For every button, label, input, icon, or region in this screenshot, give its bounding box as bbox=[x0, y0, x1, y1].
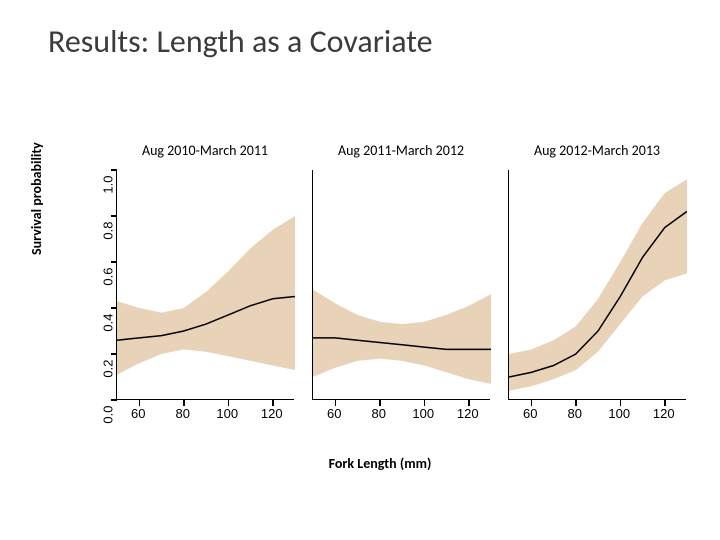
confidence-band bbox=[117, 216, 295, 375]
plot-svg bbox=[117, 170, 295, 400]
x-tick-label: 80 bbox=[176, 406, 190, 421]
plot-svg bbox=[313, 170, 491, 400]
y-tick-label: 0.8 bbox=[101, 222, 116, 240]
confidence-band bbox=[509, 179, 687, 391]
plot-region bbox=[312, 170, 490, 400]
panel: Aug 2011-March 20126080100120 bbox=[312, 170, 490, 400]
x-tick-label: 60 bbox=[327, 406, 341, 421]
x-tick-label: 100 bbox=[412, 406, 434, 421]
y-tick-label: 0.2 bbox=[101, 360, 116, 378]
x-tick-label: 100 bbox=[608, 406, 630, 421]
chart-area: Survival probability Fork Length (mm) 0.… bbox=[70, 140, 690, 460]
x-tick-label: 120 bbox=[261, 406, 283, 421]
x-axis-label: Fork Length (mm) bbox=[280, 455, 480, 472]
confidence-band bbox=[313, 290, 491, 384]
panel: Aug 2010-March 20116080100120 bbox=[116, 170, 294, 400]
panel-row: Aug 2010-March 20116080100120Aug 2011-Ma… bbox=[116, 170, 686, 400]
panel: Aug 2012-March 20136080100120 bbox=[508, 170, 686, 400]
x-tick-row: 60 80 100 120 bbox=[116, 406, 294, 426]
plot-svg bbox=[509, 170, 687, 400]
x-tick-label: 80 bbox=[568, 406, 582, 421]
y-tick-label: 0.0 bbox=[101, 406, 116, 424]
y-tick-label: 1.0 bbox=[101, 176, 116, 194]
y-tick-label: 0.4 bbox=[101, 314, 116, 332]
x-tick-label: 100 bbox=[216, 406, 238, 421]
panel-title: Aug 2011-March 2012 bbox=[312, 142, 490, 159]
slide-title: Results: Length as a Covariate bbox=[48, 22, 433, 61]
plot-region bbox=[116, 170, 294, 400]
x-tick-label: 60 bbox=[131, 406, 145, 421]
x-tick-label: 120 bbox=[653, 406, 675, 421]
x-tick-label: 120 bbox=[457, 406, 479, 421]
x-tick-row: 60 80 100 120 bbox=[312, 406, 490, 426]
x-tick-label: 80 bbox=[372, 406, 386, 421]
x-tick-label: 60 bbox=[523, 406, 537, 421]
x-tick-row: 60 80 100 120 bbox=[508, 406, 686, 426]
y-tick-container: 0.00.20.40.60.81.0 bbox=[70, 170, 108, 400]
y-tick-label: 0.6 bbox=[101, 268, 116, 286]
y-axis-label: Survival probability bbox=[28, 142, 45, 255]
plot-region bbox=[508, 170, 686, 400]
panel-title: Aug 2012-March 2013 bbox=[508, 142, 686, 159]
panel-title: Aug 2010-March 2011 bbox=[116, 142, 294, 159]
